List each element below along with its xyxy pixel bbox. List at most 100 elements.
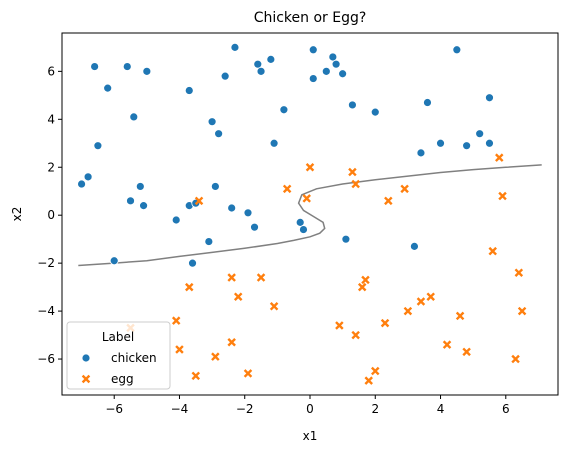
egg-point xyxy=(185,282,194,292)
chart-title: Chicken or Egg? xyxy=(254,10,367,26)
chicken-point xyxy=(370,107,380,117)
chicken-point xyxy=(279,105,289,115)
chicken-point xyxy=(93,141,103,151)
legend-chicken-label: chicken xyxy=(111,351,157,365)
egg-point xyxy=(361,275,370,285)
series-chicken xyxy=(77,42,494,268)
egg-point xyxy=(243,369,253,378)
chicken-point xyxy=(341,234,351,244)
chicken-point xyxy=(410,241,419,251)
chicken-point xyxy=(109,256,119,266)
chicken-point xyxy=(139,201,148,211)
chicken-point xyxy=(436,138,445,148)
egg-point xyxy=(511,354,520,364)
y-tick-label: −2 xyxy=(37,256,55,270)
chicken-point xyxy=(230,42,240,52)
chicken-point xyxy=(122,62,132,71)
chicken-point xyxy=(308,45,318,55)
chicken-point xyxy=(184,86,194,95)
chicken-point xyxy=(83,172,93,182)
egg-point xyxy=(171,316,181,325)
chicken-point xyxy=(253,59,263,69)
egg-point xyxy=(364,376,373,385)
egg-point xyxy=(455,311,465,321)
y-tick-label: −4 xyxy=(37,304,55,318)
egg-point xyxy=(403,306,413,316)
chicken-point xyxy=(269,138,279,148)
egg-point xyxy=(282,184,292,194)
chicken-point xyxy=(321,66,331,76)
x-axis-ticks: −6 −4 −2 0 2 4 6 xyxy=(105,395,510,416)
chicken-point xyxy=(90,62,100,71)
y-tick-label: −6 xyxy=(37,352,55,366)
series-egg xyxy=(126,153,527,385)
chicken-point xyxy=(266,54,276,64)
legend-egg-label: egg xyxy=(111,372,134,386)
chicken-point xyxy=(204,237,214,246)
chicken-point xyxy=(308,74,318,83)
egg-point xyxy=(488,246,497,256)
x-tick-label: 0 xyxy=(306,402,314,416)
y-tick-label: 0 xyxy=(47,208,55,222)
legend-egg-marker xyxy=(81,374,91,384)
x-tick-label: −2 xyxy=(236,402,254,416)
egg-point xyxy=(426,292,435,301)
chicken-point xyxy=(299,225,308,234)
chicken-point xyxy=(423,98,432,107)
egg-point xyxy=(227,273,236,282)
egg-point xyxy=(305,163,315,172)
chicken-point xyxy=(142,66,152,76)
egg-point xyxy=(442,340,452,349)
egg-point xyxy=(514,268,524,277)
chicken-point xyxy=(129,112,139,122)
chicken-point xyxy=(188,258,197,268)
y-tick-label: 4 xyxy=(47,112,55,126)
egg-point xyxy=(256,273,266,282)
chicken-point xyxy=(485,138,494,148)
egg-point xyxy=(498,191,507,201)
chicken-point xyxy=(331,59,341,69)
chicken-point xyxy=(126,196,135,206)
egg-point xyxy=(269,302,279,311)
egg-point xyxy=(351,330,360,340)
legend-box xyxy=(66,321,171,390)
plot-area xyxy=(77,42,542,385)
chicken-point xyxy=(214,129,224,139)
chicken-point xyxy=(243,208,253,218)
chicken-point xyxy=(227,203,237,213)
y-tick-label: 2 xyxy=(47,160,55,174)
egg-point xyxy=(517,306,527,316)
egg-point xyxy=(384,196,393,206)
chicken-point xyxy=(416,148,426,158)
egg-point xyxy=(495,153,504,162)
chicken-point xyxy=(103,83,113,93)
chicken-point xyxy=(207,117,217,127)
chicken-point xyxy=(295,217,305,227)
chicken-point xyxy=(135,182,145,191)
egg-point xyxy=(227,338,236,347)
egg-point xyxy=(357,282,367,292)
y-axis-label: x2 xyxy=(10,207,24,222)
chicken-point xyxy=(250,222,259,232)
egg-point xyxy=(371,366,380,376)
egg-point xyxy=(351,179,360,189)
egg-point xyxy=(191,371,201,381)
legend-chicken-marker xyxy=(81,353,91,363)
x-tick-label: 2 xyxy=(371,402,379,416)
chicken-point xyxy=(452,45,462,55)
egg-point xyxy=(211,352,220,361)
x-axis-label: x1 xyxy=(303,429,318,443)
chicken-point xyxy=(475,129,485,139)
egg-point xyxy=(335,321,344,330)
x-tick-label: 4 xyxy=(437,402,445,416)
egg-point xyxy=(175,345,184,354)
chicken-point xyxy=(348,100,357,110)
chicken-point xyxy=(338,69,348,79)
chicken-point xyxy=(77,179,86,189)
chicken-point xyxy=(462,141,472,151)
chicken-point xyxy=(220,71,230,81)
decision-boundary-line xyxy=(78,164,542,267)
egg-point xyxy=(416,297,426,306)
egg-point xyxy=(462,347,471,357)
